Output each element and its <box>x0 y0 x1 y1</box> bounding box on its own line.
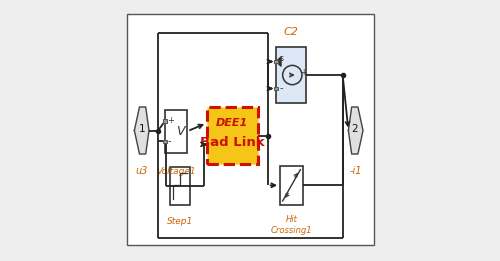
Text: DEE1: DEE1 <box>216 118 248 128</box>
Text: +: + <box>300 68 306 77</box>
Text: 1: 1 <box>138 124 145 134</box>
Polygon shape <box>134 107 149 154</box>
Polygon shape <box>348 107 363 154</box>
Bar <box>207 107 258 164</box>
Text: u3: u3 <box>136 166 148 176</box>
Bar <box>280 166 303 205</box>
Circle shape <box>282 65 302 85</box>
Text: 2: 2 <box>352 124 358 134</box>
Bar <box>274 87 278 90</box>
Text: Step1: Step1 <box>167 217 194 226</box>
Bar <box>274 60 278 63</box>
Bar <box>164 119 167 123</box>
Text: -i1: -i1 <box>350 166 362 176</box>
Bar <box>164 140 167 143</box>
Bar <box>165 110 188 153</box>
Text: V: V <box>176 125 184 138</box>
Text: -: - <box>168 137 171 146</box>
Text: C2: C2 <box>284 27 298 37</box>
Text: Hit
Crossing1: Hit Crossing1 <box>270 215 312 235</box>
Text: Bad Link: Bad Link <box>200 136 264 149</box>
Polygon shape <box>276 57 281 66</box>
Bar <box>170 167 190 205</box>
Text: -: - <box>280 84 283 93</box>
Bar <box>276 47 306 103</box>
Text: s: s <box>280 54 283 63</box>
Text: Voltage1: Voltage1 <box>156 167 196 176</box>
Bar <box>128 14 374 245</box>
Text: +: + <box>168 116 174 125</box>
